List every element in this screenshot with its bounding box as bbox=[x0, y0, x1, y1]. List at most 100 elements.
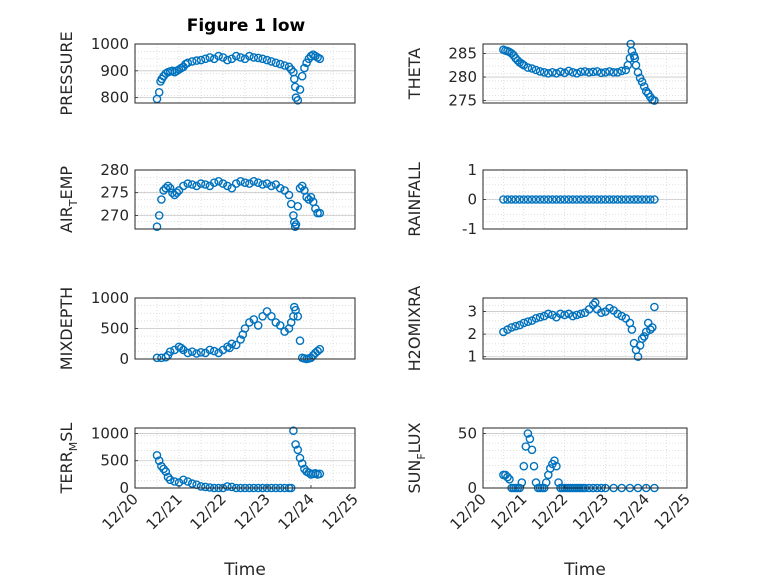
data-point-marker bbox=[617, 311, 627, 321]
y-axis-label: PRESSURE bbox=[57, 31, 76, 115]
data-point-marker bbox=[503, 472, 512, 482]
data-point-marker bbox=[592, 67, 602, 76]
data-point-marker bbox=[205, 345, 215, 355]
axes-frame bbox=[482, 427, 688, 489]
axes-frame bbox=[482, 169, 688, 230]
y-tick-label: 1000 bbox=[91, 424, 129, 442]
data-point-marker bbox=[584, 68, 594, 77]
data-point-marker bbox=[544, 195, 553, 204]
data-point-marker bbox=[613, 195, 622, 204]
data-point-marker bbox=[253, 321, 263, 330]
data-point-marker bbox=[597, 195, 606, 204]
data-point-marker bbox=[621, 65, 631, 75]
data-point-marker bbox=[552, 69, 561, 78]
data-point-marker bbox=[297, 181, 307, 191]
data-point-marker bbox=[588, 67, 598, 77]
data-point-marker bbox=[627, 325, 637, 334]
data-point-marker bbox=[245, 179, 254, 188]
data-point-marker bbox=[192, 56, 201, 65]
data-point-marker bbox=[531, 313, 541, 323]
data-point-marker bbox=[627, 46, 637, 56]
y-axis-label: THETA bbox=[405, 48, 424, 100]
data-point-marker bbox=[572, 69, 582, 78]
data-point-marker bbox=[170, 477, 179, 486]
data-point-marker bbox=[605, 195, 614, 204]
y-tick-label: 500 bbox=[100, 452, 129, 470]
data-point-marker bbox=[556, 309, 565, 319]
y-tick-label: 270 bbox=[100, 206, 129, 224]
data-point-marker bbox=[499, 195, 508, 204]
y-tick-label: 0 bbox=[119, 479, 129, 497]
y-tick-label: 1000 bbox=[91, 35, 129, 53]
data-point-marker bbox=[515, 195, 525, 204]
y-label-subscript: T bbox=[67, 199, 80, 207]
data-point-marker bbox=[539, 68, 549, 77]
data-point-marker bbox=[231, 340, 241, 350]
subplot-h2omixra: 1 2 3 H2OMIXRA bbox=[405, 286, 688, 371]
subplot-air-temp: 270 275 280 AIRTEMP bbox=[57, 161, 356, 233]
data-point-marker bbox=[572, 195, 582, 204]
data-point-marker bbox=[161, 352, 171, 362]
data-point-marker bbox=[165, 475, 175, 485]
data-point-marker bbox=[503, 195, 512, 204]
data-point-marker bbox=[576, 195, 586, 204]
data-point-marker bbox=[183, 179, 193, 188]
data-point-marker bbox=[548, 195, 557, 204]
data-point-marker bbox=[527, 64, 537, 73]
data-point-marker bbox=[209, 178, 219, 187]
data-point-marker bbox=[588, 195, 598, 204]
data-point-marker bbox=[152, 450, 162, 460]
data-point-marker bbox=[544, 309, 553, 319]
data-point-marker bbox=[267, 311, 276, 321]
data-point-marker bbox=[249, 53, 259, 62]
data-point-marker bbox=[284, 190, 294, 200]
y-label-rest: EMP bbox=[57, 166, 76, 200]
axes-frame bbox=[482, 43, 688, 104]
data-point-marker bbox=[187, 180, 197, 189]
data-point-marker bbox=[236, 335, 245, 344]
y-tick-label: 280 bbox=[448, 68, 477, 86]
data-point-marker bbox=[179, 181, 188, 191]
data-point-marker bbox=[601, 195, 610, 204]
data-point-marker bbox=[564, 66, 574, 76]
data-point-marker bbox=[262, 307, 272, 316]
y-tick-label: 1 bbox=[467, 161, 477, 179]
y-label-main: TERR bbox=[57, 451, 76, 494]
subplot-theta: 275 280 285 THETA bbox=[405, 39, 688, 110]
subplot-rainfall: -1 0 1 RAINFALL bbox=[405, 161, 688, 238]
data-point-marker bbox=[650, 96, 659, 105]
data-point-marker bbox=[633, 352, 643, 362]
data-point-marker bbox=[560, 310, 569, 320]
data-point-marker bbox=[523, 429, 533, 438]
data-point-marker bbox=[176, 343, 186, 353]
data-point-marker bbox=[161, 183, 171, 193]
data-point-marker bbox=[289, 426, 298, 436]
data-point-marker bbox=[315, 208, 325, 218]
data-point-marker bbox=[517, 478, 527, 487]
data-point-marker bbox=[196, 179, 206, 188]
y-tick-label: 1000 bbox=[91, 289, 129, 307]
data-point-marker bbox=[646, 195, 655, 204]
data-point-marker bbox=[315, 54, 325, 64]
data-point-marker bbox=[560, 68, 569, 78]
data-point-marker bbox=[519, 461, 529, 471]
data-point-marker bbox=[223, 181, 232, 191]
data-point-marker bbox=[597, 308, 606, 318]
data-point-marker bbox=[503, 325, 512, 334]
data-point-marker bbox=[597, 68, 606, 78]
data-point-marker bbox=[297, 71, 307, 81]
data-point-marker bbox=[525, 434, 535, 444]
data-point-marker bbox=[641, 86, 651, 96]
data-point-marker bbox=[170, 190, 179, 200]
data-point-marker bbox=[613, 68, 622, 77]
data-point-marker bbox=[527, 445, 537, 455]
data-point-marker bbox=[231, 179, 241, 188]
data-point-marker bbox=[639, 82, 649, 91]
data-point-marker bbox=[552, 195, 561, 204]
data-point-marker bbox=[552, 461, 561, 471]
data-point-marker bbox=[209, 346, 219, 356]
data-point-marker bbox=[515, 320, 525, 330]
data-point-marker bbox=[291, 440, 300, 449]
data-point-marker bbox=[291, 220, 301, 229]
